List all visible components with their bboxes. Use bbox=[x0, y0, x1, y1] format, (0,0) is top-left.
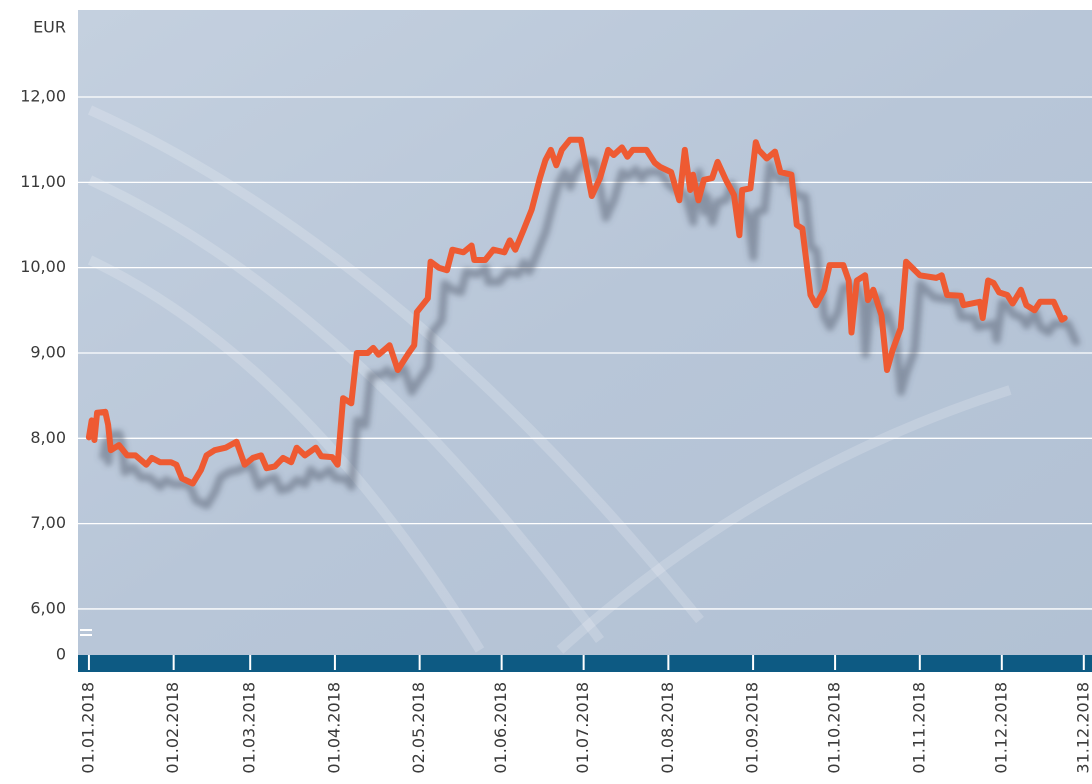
x-tick-label: 01.11.2018 bbox=[909, 682, 928, 774]
x-tick-label: 01.02.2018 bbox=[163, 682, 182, 774]
x-tick-label: 01.01.2018 bbox=[78, 682, 97, 774]
x-tick-label: 01.07.2018 bbox=[573, 682, 592, 774]
x-tick-label: 01.06.2018 bbox=[491, 682, 510, 774]
y-tick-label: 8,00 bbox=[30, 428, 66, 447]
x-tick-label: 01.04.2018 bbox=[324, 682, 343, 774]
y-tick-label: 11,00 bbox=[20, 172, 66, 191]
y-tick-label: 10,00 bbox=[20, 257, 66, 276]
y-break-label: 0 bbox=[56, 645, 66, 664]
x-axis-bar bbox=[78, 655, 1092, 672]
x-tick-label: 01.12.2018 bbox=[991, 682, 1010, 774]
x-tick-label: 01.03.2018 bbox=[240, 682, 259, 774]
x-tick-label: 31.12.2018 bbox=[1073, 682, 1092, 774]
y-tick-label: 7,00 bbox=[30, 513, 66, 532]
x-tick-label: 01.09.2018 bbox=[743, 682, 762, 774]
y-tick-label: 6,00 bbox=[30, 598, 66, 617]
chart: EUR 0 6,00 7,00 8,00 9,00 10,00 11,00 12,00 01.… bbox=[0, 0, 1092, 780]
y-tick-label: 12,00 bbox=[20, 87, 66, 106]
y-tick-label: 9,00 bbox=[30, 342, 66, 361]
x-tick-label: 01.10.2018 bbox=[825, 682, 844, 774]
x-tick-label: 01.08.2018 bbox=[658, 682, 677, 774]
plot-background bbox=[78, 10, 1092, 655]
y-axis-label: EUR bbox=[33, 18, 66, 37]
x-tick-label: 02.05.2018 bbox=[409, 682, 428, 774]
